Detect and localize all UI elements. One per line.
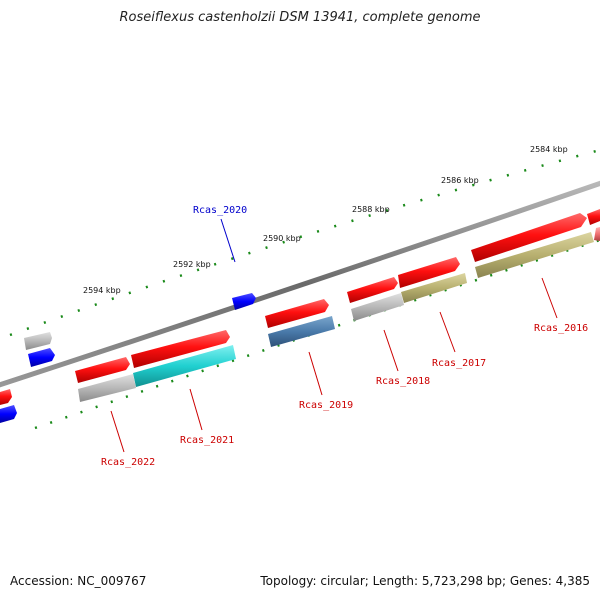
genome-backbone [0,180,600,388]
gene-feature[interactable] [347,277,398,303]
inner-scale-track [34,238,600,430]
scale-label-2586: 2586 kbp [441,176,479,185]
gene-feature[interactable] [265,299,329,328]
gene-label-rcas-2018[interactable]: Rcas_2018 [376,376,430,387]
gene-feature[interactable] [28,348,55,367]
scale-label-2590: 2590 kbp [263,234,301,243]
scale-label-2594: 2594 kbp [83,286,121,295]
gene-label-rcas-2020[interactable]: Rcas_2020 [193,205,247,216]
gene-feature[interactable] [0,389,12,405]
gene-feature[interactable] [24,332,52,350]
gene-feature[interactable] [131,330,230,368]
gene-feature[interactable] [594,227,600,241]
gene-feature[interactable] [401,273,467,303]
gene-label-rcas-2022[interactable]: Rcas_2022 [101,457,155,468]
map-title: Roseiflexus castenholzii DSM 13941, comp… [119,10,481,25]
scale-label-2592: 2592 kbp [173,260,211,269]
gene-feature[interactable] [133,345,236,387]
leader-line-rcas-2019 [308,351,323,396]
leader-line-rcas-2021 [189,388,203,431]
gene-feature[interactable] [78,374,136,402]
gene-label-rcas-2021[interactable]: Rcas_2021 [180,435,234,446]
gene-label-rcas-2017[interactable]: Rcas_2017 [432,358,486,369]
gene-label-rcas-2016[interactable]: Rcas_2016 [534,323,588,334]
gene-feature[interactable] [471,213,587,262]
gene-feature[interactable] [232,293,256,310]
gene-label-rcas-2019[interactable]: Rcas_2019 [299,400,353,411]
gene-feature[interactable] [398,257,460,288]
scale-label-2584: 2584 kbp [530,145,568,154]
gene-feature[interactable] [587,209,600,225]
leader-line-rcas-2018 [383,329,399,372]
leader-line-rcas-2022 [110,410,125,453]
scale-label-2588: 2588 kbp [352,205,390,214]
gene-feature[interactable] [351,293,404,321]
leader-line-rcas-2017 [439,311,456,353]
gene-feature[interactable] [268,316,335,347]
accession-text: Accession: NC_009767 [10,574,147,588]
gene-feature[interactable] [75,357,130,383]
gene-feature[interactable] [475,232,594,278]
leader-line-rcas-2020 [220,218,236,263]
leader-line-rcas-2016 [541,277,558,319]
gene-feature[interactable] [0,405,17,423]
genome-stats-text: Topology: circular; Length: 5,723,298 bp… [260,574,590,588]
